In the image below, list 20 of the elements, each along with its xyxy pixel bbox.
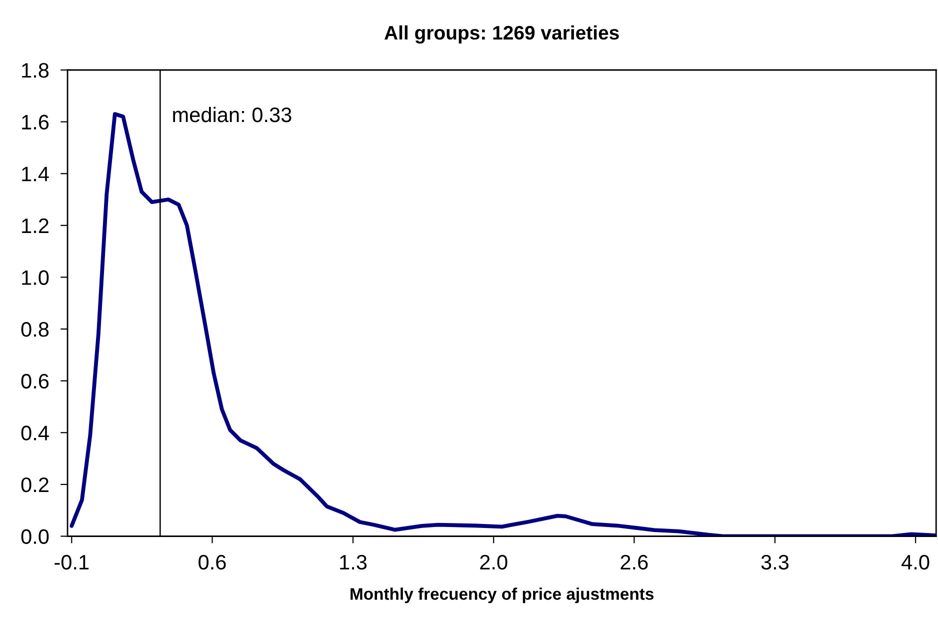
x-tick-label: 2.6 xyxy=(620,554,648,570)
y-tick-label: 0.4 xyxy=(21,426,49,440)
y-tick-label: 0.8 xyxy=(21,322,49,337)
x-tick-label: 4.0 xyxy=(902,554,930,570)
ref-line-label: median: 0.33 xyxy=(173,106,292,122)
chart-title: All groups: 1269 varieties xyxy=(384,25,619,44)
y-tick-label: 1.2 xyxy=(22,218,48,233)
y-tick-label: 0.0 xyxy=(21,529,49,544)
y-tick-label: 0.2 xyxy=(21,477,48,492)
x-tick-label: 0.6 xyxy=(198,554,226,570)
x-tick-label: 3.3 xyxy=(761,554,789,570)
y-tick-label: 1.4 xyxy=(22,166,49,182)
x-tick-label: 1.3 xyxy=(340,554,367,570)
y-tick-label: 1.6 xyxy=(22,114,49,130)
y-tick-label: 0.6 xyxy=(21,374,49,389)
x-axis-title: Monthly frecuency of price ajustments xyxy=(350,588,654,604)
x-tick-label: 2.0 xyxy=(480,554,508,570)
y-tick-label: 1.0 xyxy=(22,270,49,285)
y-tick-label: 1.8 xyxy=(22,63,49,78)
x-tick-label: -0.1 xyxy=(54,554,89,570)
